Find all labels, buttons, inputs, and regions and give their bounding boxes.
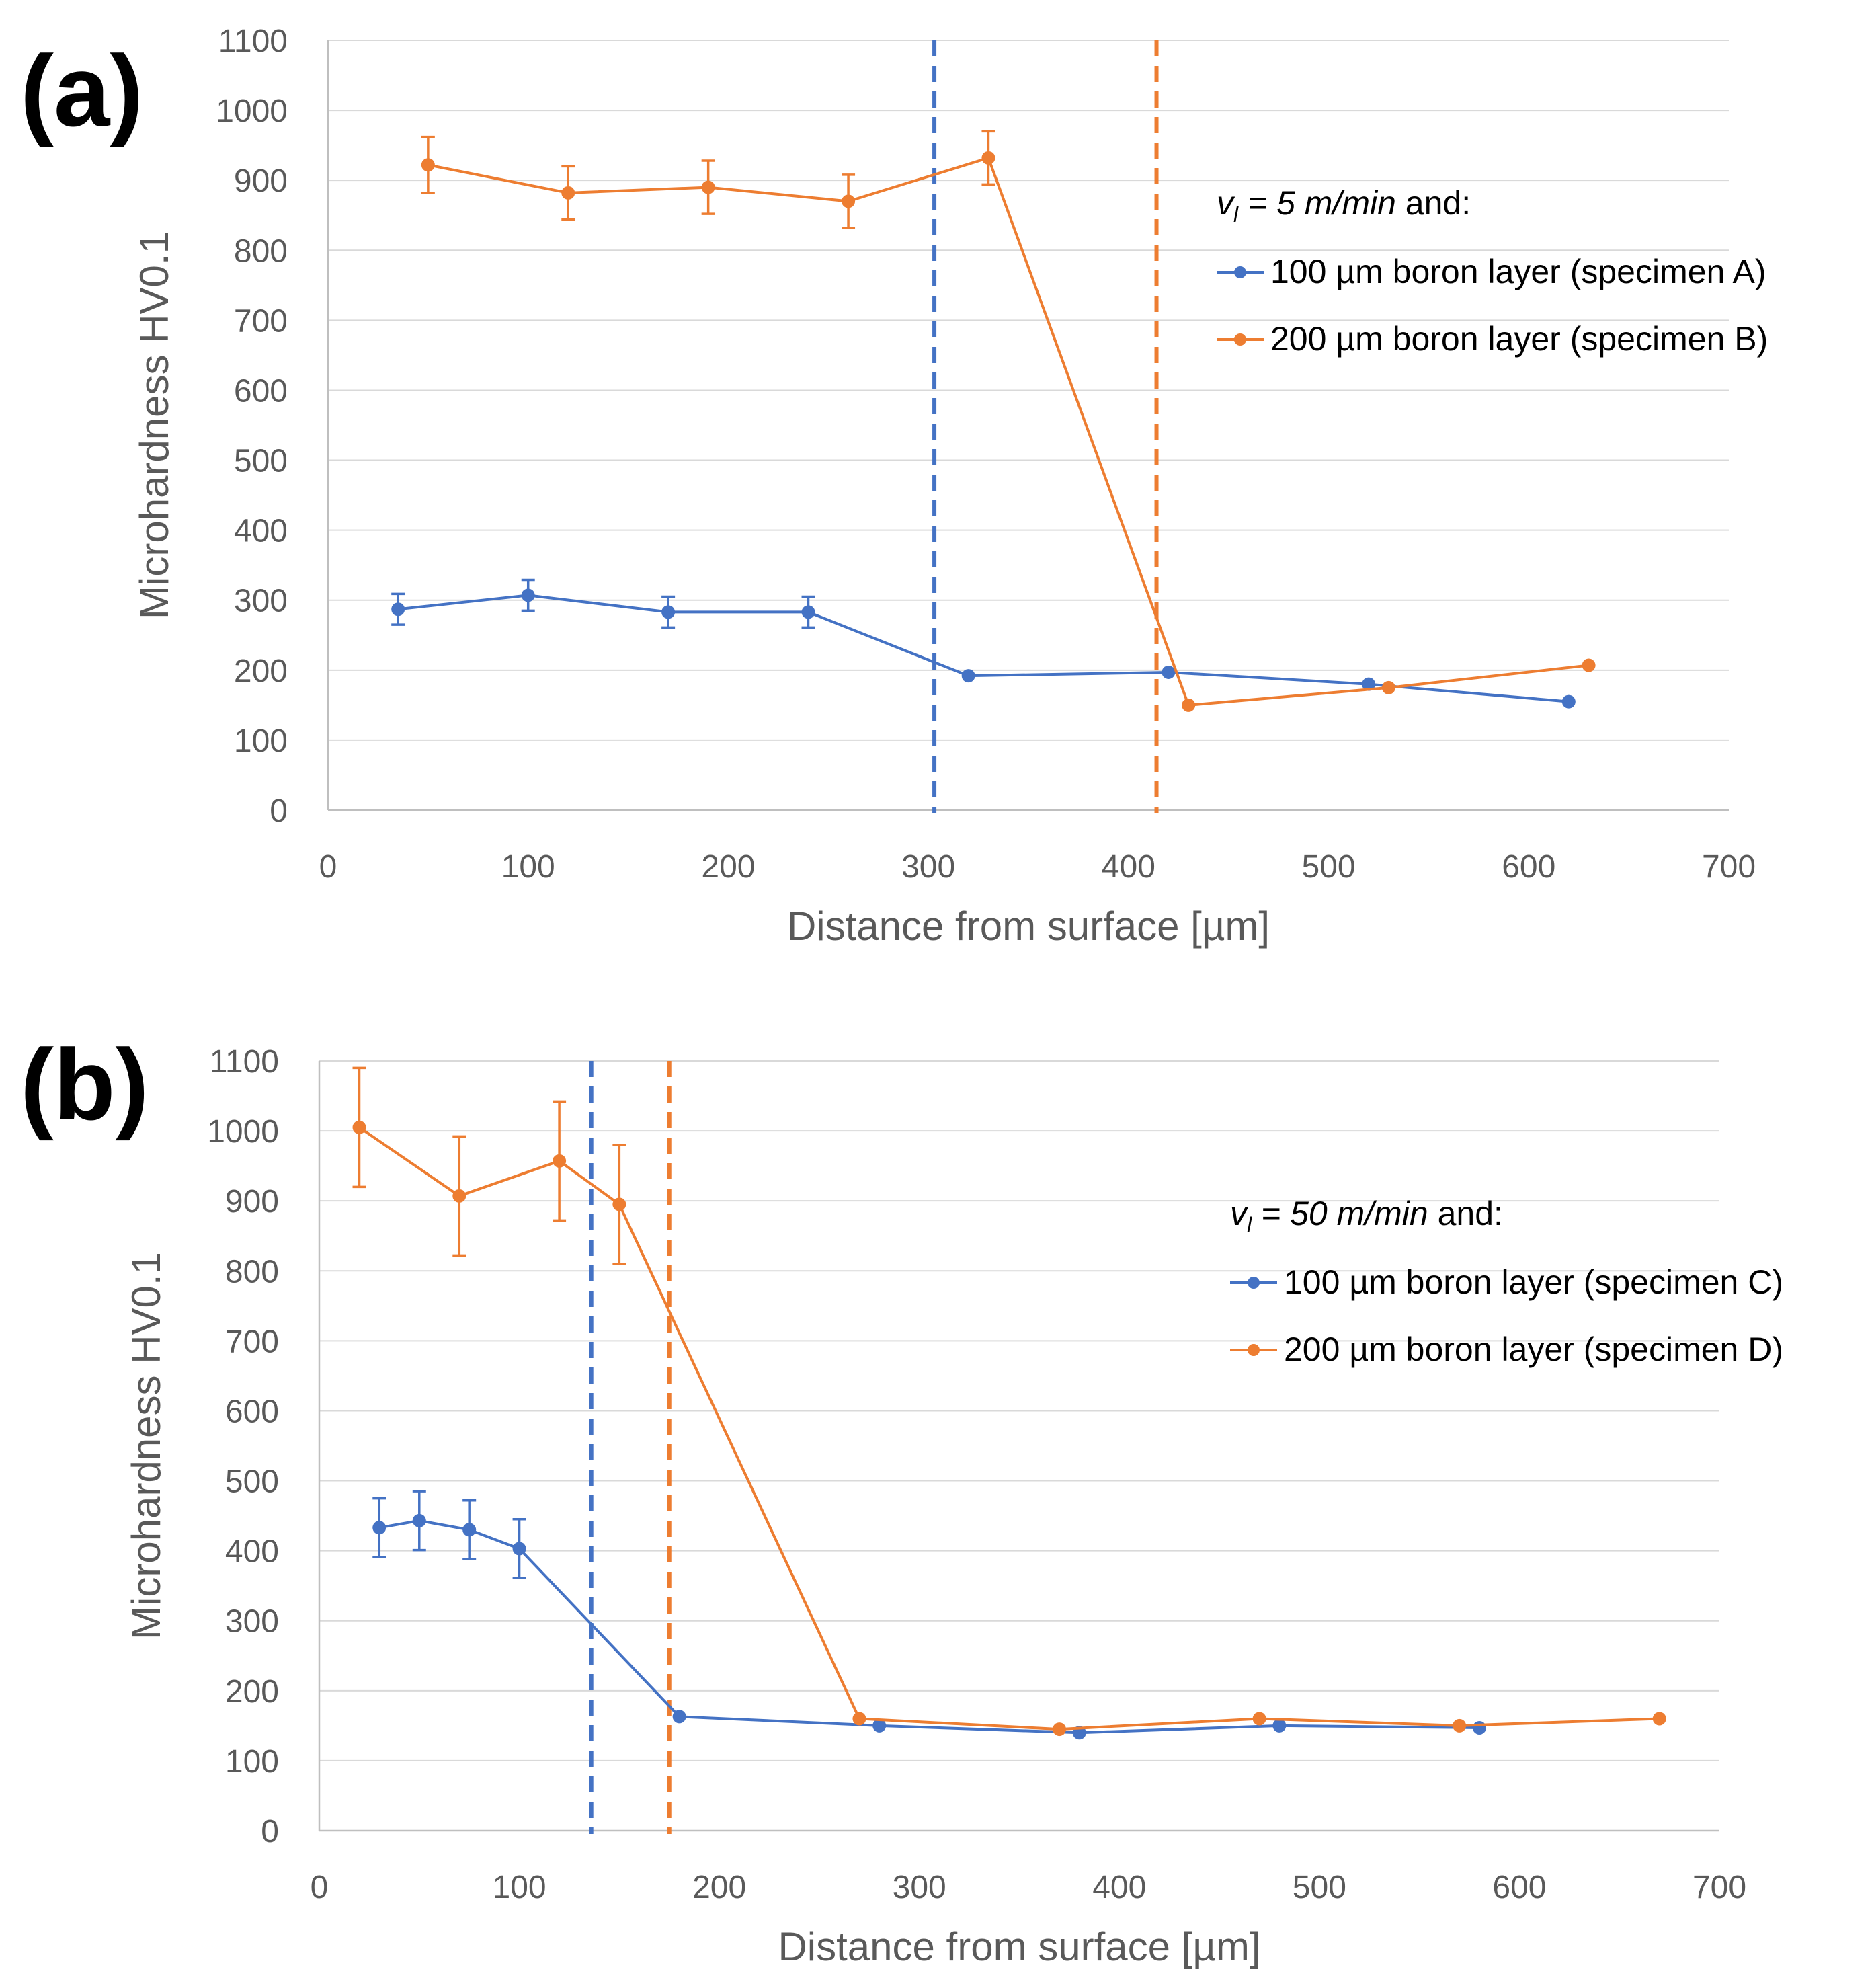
data-point (981, 151, 995, 165)
data-point (1582, 658, 1596, 672)
data-point (391, 602, 405, 617)
y-tick-label: 800 (225, 1254, 279, 1289)
data-point (1053, 1722, 1067, 1737)
y-tick-label: 500 (234, 444, 288, 479)
data-point (1272, 1718, 1287, 1733)
y-tick-label: 300 (234, 584, 288, 619)
x-tick-label: 200 (692, 1870, 746, 1905)
y-tick-label: 400 (225, 1534, 279, 1570)
x-tick-label: 100 (493, 1870, 546, 1905)
y-tick-label: 1100 (218, 24, 288, 59)
series-line-0 (397, 594, 1570, 703)
legend-condition-a: vl = 5 m/min and: (1217, 184, 1471, 227)
x-tick-label: 400 (1092, 1870, 1146, 1905)
y-tick-label: 1100 (210, 1044, 279, 1080)
x-tick-label: 0 (311, 1870, 329, 1905)
data-point (512, 1542, 526, 1556)
data-point (842, 194, 856, 208)
x-axis-title: Distance from surface [µm] (778, 1924, 1260, 1969)
legend-item-specimen-a: 100 µm boron layer (specimen A) (1217, 250, 1768, 293)
data-point (801, 605, 815, 619)
y-tick-label: 600 (234, 373, 288, 409)
legend-a: vl = 5 m/min and: 100 µm boron layer (sp… (1217, 182, 1768, 385)
x-tick-label: 700 (1693, 1870, 1746, 1905)
y-tick-label: 200 (225, 1674, 279, 1710)
data-point (352, 1120, 366, 1134)
data-point (1162, 665, 1176, 679)
data-point (661, 605, 676, 619)
x-tick-label: 300 (901, 849, 955, 885)
data-point (421, 158, 435, 172)
panel-label-b: (b) (20, 1028, 149, 1141)
y-tick-label: 900 (225, 1184, 279, 1220)
y-tick-label: 600 (225, 1394, 279, 1429)
x-tick-label: 300 (893, 1870, 946, 1905)
y-tick-label: 200 (234, 653, 288, 689)
x-tick-label: 100 (501, 849, 555, 885)
data-point (701, 180, 715, 194)
y-tick-label: 100 (225, 1744, 279, 1780)
legend-b: vl = 50 m/min and: 100 µm boron layer (s… (1230, 1192, 1783, 1395)
y-tick-label: 0 (261, 1814, 279, 1850)
x-tick-label: 600 (1502, 849, 1555, 885)
y-tick-label: 0 (270, 793, 288, 829)
y-tick-label: 1000 (216, 93, 288, 129)
x-tick-label: 600 (1492, 1870, 1546, 1905)
data-point (372, 1521, 386, 1535)
y-tick-label: 400 (234, 514, 288, 549)
data-point (612, 1197, 626, 1211)
data-point (1472, 1720, 1486, 1735)
data-point (462, 1523, 477, 1537)
x-tick-label: 400 (1102, 849, 1155, 885)
y-tick-label: 500 (225, 1464, 279, 1500)
data-point (412, 1513, 426, 1527)
y-tick-label: 700 (234, 303, 288, 339)
series-line-0 (378, 1519, 1479, 1735)
data-point (561, 186, 575, 200)
panel-label-a: (a) (20, 34, 144, 147)
legend-swatch-orange (1230, 1328, 1277, 1371)
y-tick-label: 700 (225, 1324, 279, 1359)
data-point (872, 1718, 887, 1733)
data-point (852, 1712, 866, 1726)
legend-item-specimen-c: 100 µm boron layer (specimen C) (1230, 1261, 1783, 1304)
legend-item-specimen-b: 200 µm boron layer (specimen B) (1217, 317, 1768, 360)
data-point (452, 1189, 466, 1203)
data-point (553, 1154, 567, 1168)
chart-a-svg: 0 100 200 300 400 500 600 700 800 900 1000 1100 0 100… (132, 24, 1756, 949)
y-tick-label: 900 (234, 163, 288, 199)
data-point (1362, 677, 1376, 691)
data-point (1561, 694, 1576, 709)
x-tick-label: 700 (1702, 849, 1756, 885)
x-axis-title: Distance from surface [µm] (787, 904, 1270, 949)
legend-swatch-blue (1217, 250, 1264, 293)
data-point (672, 1710, 686, 1724)
y-axis-title: Microhardness HV0.1 (132, 231, 177, 619)
legend-item-specimen-d: 200 µm boron layer (specimen D) (1230, 1328, 1783, 1371)
y-tick-label: 300 (225, 1604, 279, 1640)
x-tick-label: 500 (1302, 849, 1356, 885)
y-tick-label: 100 (234, 723, 288, 759)
data-point (1381, 680, 1395, 694)
data-point (961, 669, 975, 683)
series-line-1 (428, 156, 1589, 707)
data-point (1182, 698, 1196, 712)
y-tick-label: 1000 (207, 1114, 279, 1150)
data-point (521, 588, 535, 602)
legend-condition-b: vl = 50 m/min and: (1230, 1195, 1503, 1237)
x-tick-label: 500 (1293, 1870, 1346, 1905)
legend-swatch-blue (1230, 1261, 1277, 1304)
y-axis-title: Microhardness HV0.1 (124, 1252, 169, 1640)
data-point (1453, 1718, 1467, 1733)
legend-swatch-orange (1217, 317, 1264, 360)
chart-b-svg: 0 100 200 300 400 500 600 700 800 900 1000 1100 0 100… (124, 1044, 1746, 1969)
chart-panel-b: 0 100 200 300 400 500 600 700 800 900 1000 1100 0 100… (0, 994, 1872, 1987)
x-tick-label: 200 (701, 849, 755, 885)
x-tick-label: 0 (319, 849, 337, 885)
data-point (1652, 1712, 1666, 1726)
data-point (1252, 1712, 1266, 1726)
y-tick-label: 800 (234, 233, 288, 269)
chart-panel-a: 0 100 200 300 400 500 600 700 800 900 1000 1100 0 100… (20, 24, 1768, 949)
